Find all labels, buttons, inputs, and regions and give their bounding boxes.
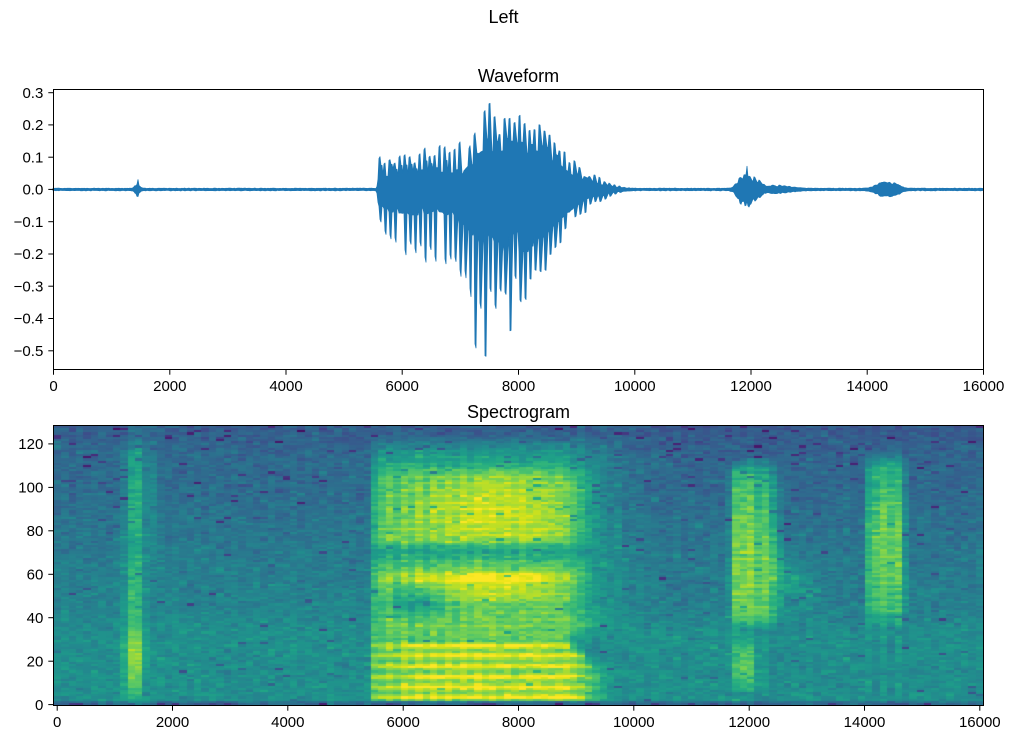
svg-text:10000: 10000 (614, 378, 656, 395)
svg-text:60: 60 (27, 567, 44, 584)
svg-text:8000: 8000 (502, 378, 535, 395)
svg-text:6000: 6000 (386, 378, 419, 395)
svg-text:0.0: 0.0 (22, 182, 43, 199)
svg-text:8000: 8000 (502, 714, 535, 731)
svg-text:0: 0 (49, 378, 57, 395)
svg-text:6000: 6000 (387, 714, 420, 731)
svg-text:100: 100 (18, 480, 43, 497)
svg-text:10000: 10000 (613, 714, 655, 731)
svg-text:0.3: 0.3 (22, 85, 43, 102)
svg-text:−0.4: −0.4 (14, 311, 44, 328)
svg-text:14000: 14000 (846, 378, 888, 395)
svg-text:−0.2: −0.2 (14, 246, 44, 263)
svg-text:12000: 12000 (728, 714, 770, 731)
svg-text:0: 0 (35, 697, 43, 714)
svg-text:0.2: 0.2 (22, 117, 43, 134)
svg-text:Left: Left (488, 7, 518, 27)
svg-text:20: 20 (27, 653, 44, 670)
svg-text:2000: 2000 (153, 378, 186, 395)
svg-text:80: 80 (27, 523, 44, 540)
svg-text:40: 40 (27, 610, 44, 627)
svg-text:14000: 14000 (844, 714, 886, 731)
svg-text:120: 120 (18, 436, 43, 453)
svg-text:4000: 4000 (271, 714, 304, 731)
svg-text:16000: 16000 (963, 378, 1005, 395)
svg-text:Waveform: Waveform (478, 66, 559, 86)
svg-text:0: 0 (53, 714, 61, 731)
svg-text:12000: 12000 (730, 378, 772, 395)
svg-text:4000: 4000 (269, 378, 302, 395)
svg-text:16000: 16000 (959, 714, 1001, 731)
svg-text:−0.5: −0.5 (14, 343, 44, 360)
svg-text:2000: 2000 (156, 714, 189, 731)
svg-text:−0.1: −0.1 (14, 214, 44, 231)
svg-text:−0.3: −0.3 (14, 278, 44, 295)
svg-text:0.1: 0.1 (22, 149, 43, 166)
svg-text:Spectrogram: Spectrogram (467, 402, 570, 422)
